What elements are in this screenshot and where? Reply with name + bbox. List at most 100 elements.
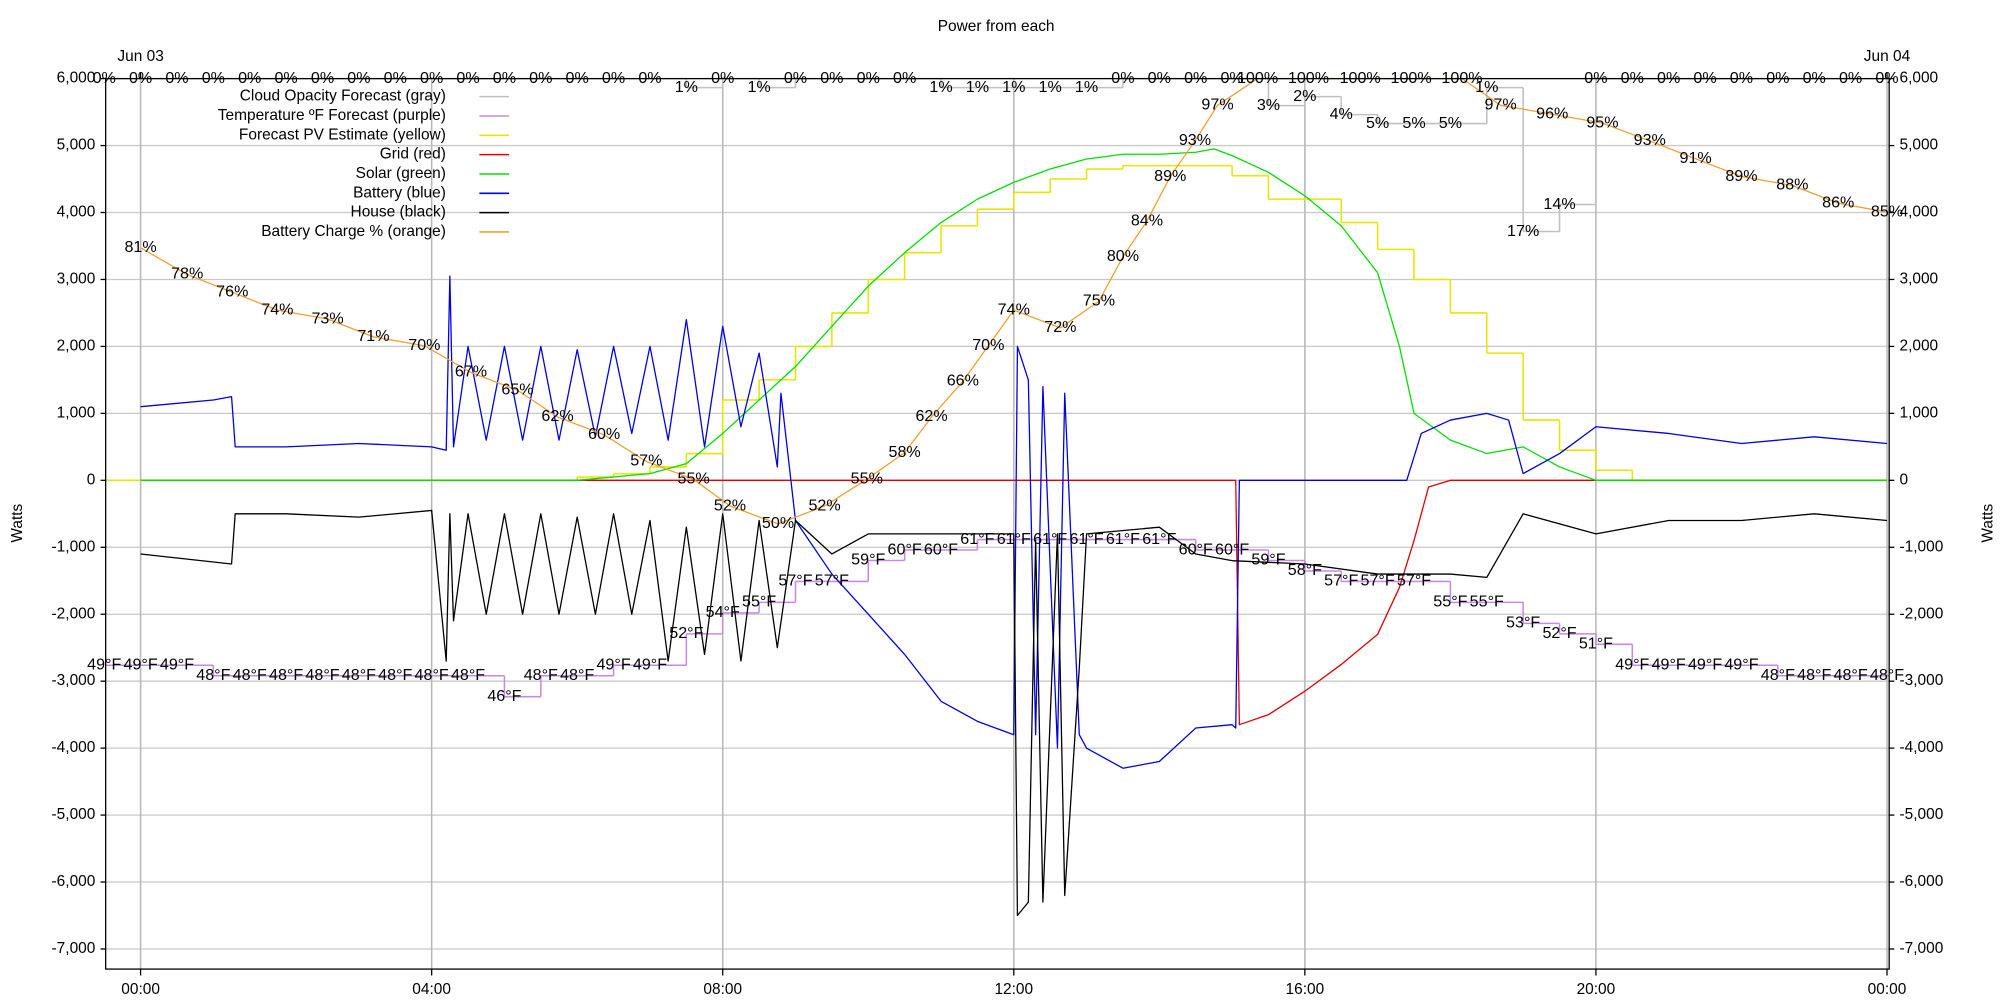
data-label: 60°F bbox=[1179, 540, 1213, 558]
data-label: 67% bbox=[455, 363, 487, 381]
plot-frame bbox=[105, 77, 1890, 970]
x-date-label: Jun 03 bbox=[117, 48, 163, 65]
data-label: 75% bbox=[1083, 291, 1115, 309]
data-label: 48°F bbox=[342, 666, 376, 684]
data-label: 57°F bbox=[1324, 572, 1358, 590]
data-label: 93% bbox=[1634, 131, 1666, 149]
data-label: 52°F bbox=[669, 624, 703, 642]
data-label: 52% bbox=[808, 496, 840, 514]
data-label: 62% bbox=[915, 407, 947, 425]
data-label: 85% bbox=[1871, 202, 1903, 220]
y-tick-label: -3,000 bbox=[52, 672, 96, 689]
data-label: 55% bbox=[851, 470, 883, 488]
y-tick-label-right: -7,000 bbox=[1899, 940, 1943, 957]
y-tick-label-right: 0 bbox=[1899, 471, 1908, 488]
data-label: 96% bbox=[1536, 104, 1568, 122]
data-label: 1% bbox=[747, 78, 770, 96]
y-tick-label: 0 bbox=[87, 471, 96, 488]
y-tick-label-right: 6,000 bbox=[1899, 70, 1938, 87]
data-label: 89% bbox=[1154, 167, 1186, 185]
data-label: 48°F bbox=[524, 666, 558, 684]
data-label: 73% bbox=[311, 309, 343, 327]
legend: Cloud Opacity Forecast (gray) Temperature… bbox=[218, 88, 510, 240]
y-tick-label: -2,000 bbox=[52, 605, 96, 622]
data-label: 0% bbox=[1621, 69, 1644, 87]
data-label: 0% bbox=[711, 69, 734, 87]
data-label: 49°F bbox=[633, 656, 667, 674]
data-label: 0% bbox=[384, 69, 407, 87]
data-label: 91% bbox=[1680, 149, 1712, 167]
y-tick-label-right: 4,000 bbox=[1899, 204, 1938, 221]
data-label: 0% bbox=[1584, 69, 1607, 87]
data-label: 59°F bbox=[851, 551, 885, 569]
data-label: 0% bbox=[529, 69, 552, 87]
y-tick-label: -4,000 bbox=[52, 739, 96, 756]
data-label: 0% bbox=[493, 69, 516, 87]
legend-label: Temperature ºF Forecast (purple) bbox=[218, 107, 446, 124]
axes: 6,000 6,000 5,000 5,000 4,000 4,000 3,000 3,000… bbox=[52, 48, 1944, 998]
legend-label: Cloud Opacity Forecast (gray) bbox=[240, 88, 446, 105]
data-label: 48°F bbox=[269, 666, 303, 684]
legend-label: Grid (red) bbox=[380, 146, 446, 163]
data-label: 80% bbox=[1107, 247, 1139, 265]
y-tick-label: 6,000 bbox=[57, 70, 96, 87]
data-label: 93% bbox=[1179, 131, 1211, 149]
data-label: 51°F bbox=[1579, 635, 1613, 653]
data-label: 52°F bbox=[1542, 624, 1576, 642]
data-label: 59°F bbox=[1251, 551, 1285, 569]
series-line bbox=[140, 78, 1888, 525]
data-label: 0% bbox=[311, 69, 334, 87]
data-label: 61°F bbox=[1069, 530, 1103, 548]
y-tick-label: -5,000 bbox=[52, 806, 96, 823]
data-label: 52% bbox=[714, 496, 746, 514]
y-tick-label: 3,000 bbox=[57, 271, 96, 288]
data-label: 0% bbox=[274, 69, 297, 87]
y-tick-label-right: 3,000 bbox=[1899, 271, 1938, 288]
data-label: 0% bbox=[1839, 69, 1862, 87]
data-label: 48°F bbox=[1870, 666, 1904, 684]
data-label: 61°F bbox=[1033, 530, 1067, 548]
data-label: 48°F bbox=[305, 666, 339, 684]
data-label: 55% bbox=[678, 470, 710, 488]
data-label: 0% bbox=[456, 69, 479, 87]
data-label: 0% bbox=[1184, 69, 1207, 87]
data-label: 58°F bbox=[1288, 561, 1322, 579]
y-tick-label: -6,000 bbox=[52, 873, 96, 890]
data-label: 5% bbox=[1366, 114, 1389, 132]
y-tick-label-right: 2,000 bbox=[1899, 337, 1938, 354]
y-tick-label-right: -4,000 bbox=[1899, 739, 1943, 756]
y-tick-label-right: -2,000 bbox=[1899, 605, 1943, 622]
data-label: 49°F bbox=[1688, 656, 1722, 674]
data-label: 49°F bbox=[1615, 656, 1649, 674]
data-label: 74% bbox=[998, 300, 1030, 318]
y-tick-label-right: 5,000 bbox=[1899, 137, 1938, 154]
y-axis-label-right: Watts bbox=[1979, 503, 1996, 542]
data-label: 0% bbox=[784, 69, 807, 87]
data-label: 50% bbox=[762, 514, 794, 532]
data-label: 48°F bbox=[451, 666, 485, 684]
data-label: 1% bbox=[1039, 78, 1062, 96]
x-tick-label: 00:00 bbox=[121, 981, 160, 998]
y-tick-label-right: 1,000 bbox=[1899, 404, 1938, 421]
data-label: 55°F bbox=[1470, 593, 1504, 611]
data-label: 49°F bbox=[1724, 656, 1758, 674]
data-label: 65% bbox=[501, 381, 533, 399]
data-label: 61°F bbox=[997, 530, 1031, 548]
data-label: 95% bbox=[1586, 113, 1618, 131]
data-label: 57°F bbox=[815, 572, 849, 590]
data-label: 0% bbox=[1766, 69, 1789, 87]
data-label: 1% bbox=[1002, 78, 1025, 96]
data-label: 1% bbox=[1475, 78, 1498, 96]
x-date-label: Jun 04 bbox=[1864, 48, 1911, 65]
data-label: 49°F bbox=[596, 656, 630, 674]
series-line bbox=[140, 479, 1887, 726]
data-label: 49°F bbox=[87, 656, 121, 674]
data-label: 70% bbox=[408, 336, 440, 354]
data-label: 14% bbox=[1543, 195, 1575, 213]
data-label: 76% bbox=[216, 283, 248, 301]
data-label: 0% bbox=[1803, 69, 1826, 87]
data-label: 48°F bbox=[196, 666, 230, 684]
data-label: 54°F bbox=[706, 603, 740, 621]
